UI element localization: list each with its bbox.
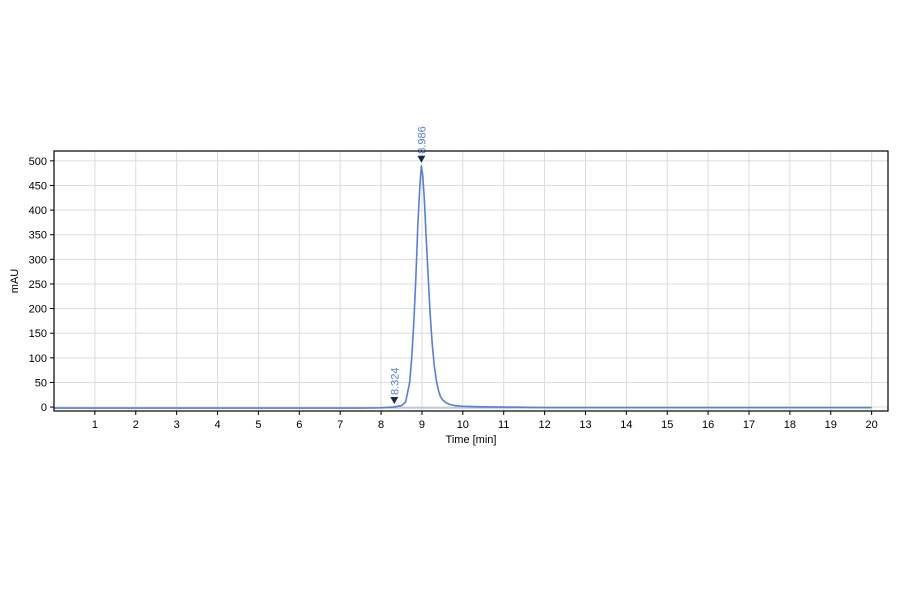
y-tick-label: 100 <box>29 353 47 365</box>
y-tick-label: 500 <box>29 156 47 168</box>
plot-background <box>54 151 888 411</box>
y-tick-label: 0 <box>41 402 47 414</box>
peak-marker <box>417 155 426 163</box>
y-tick-label: 150 <box>29 328 47 340</box>
x-tick-label: 2 <box>133 419 139 431</box>
x-tick-label: 16 <box>702 419 714 431</box>
y-axis-title: mAU <box>9 269 21 294</box>
peak-label: 8.986 <box>416 126 428 154</box>
x-tick-label: 8 <box>378 419 384 431</box>
x-tick-label: 3 <box>174 419 180 431</box>
y-tick-label: 350 <box>29 230 47 242</box>
peak-markers: 8.324 8.986 <box>389 126 428 405</box>
x-tick-label: 11 <box>498 419 509 431</box>
x-tick-label: 5 <box>255 419 261 431</box>
peak-marker <box>390 397 399 405</box>
y-tick-label: 200 <box>29 304 47 316</box>
x-tick-label: 4 <box>214 419 220 431</box>
plot-frame <box>53 150 889 412</box>
y-tick-label: 400 <box>29 205 47 217</box>
x-axis-title: Time [min] <box>446 434 497 446</box>
x-tick-label: 7 <box>337 419 343 431</box>
x-tick-label: 9 <box>419 419 425 431</box>
y-tick-label: 50 <box>35 377 47 389</box>
series-line <box>54 164 872 409</box>
series-layer <box>54 164 872 409</box>
y-tick-label: 300 <box>29 254 47 266</box>
x-tick-label: 6 <box>296 419 302 431</box>
x-tick-label: 10 <box>457 419 469 431</box>
x-tick-label: 17 <box>743 419 755 431</box>
x-tick-label: 14 <box>620 419 632 431</box>
y-tick-label: 450 <box>29 180 47 192</box>
peak-label: 8.324 <box>389 368 401 396</box>
y-tick-label: 250 <box>29 279 47 291</box>
x-tick-label: 20 <box>866 419 878 431</box>
x-tick-label: 1 <box>92 419 98 431</box>
grid-lines <box>54 151 888 411</box>
x-tick-label: 19 <box>825 419 837 431</box>
x-tick-label: 12 <box>538 419 550 431</box>
x-tick-label: 15 <box>661 419 673 431</box>
y-axis: 0 50 100 150 200 250 300 350 400 450 500 <box>29 156 54 414</box>
x-tick-label: 18 <box>784 419 796 431</box>
x-tick-label: 13 <box>579 419 591 431</box>
x-axis: 1 2 3 4 5 6 7 8 9 10 11 12 13 14 15 16 17 18 19 20 <box>92 411 878 431</box>
